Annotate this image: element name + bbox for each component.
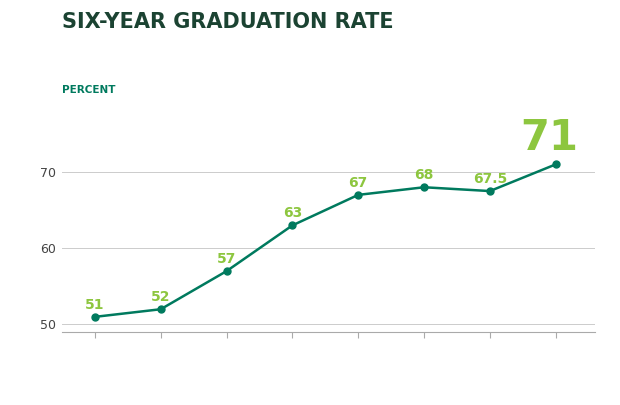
Text: 52: 52 [151,290,171,304]
Text: 67: 67 [348,175,368,190]
Text: 63: 63 [283,206,302,220]
Text: SIX-YEAR GRADUATION RATE: SIX-YEAR GRADUATION RATE [62,12,394,32]
Text: 68: 68 [414,168,434,182]
Text: 57: 57 [217,252,236,266]
Text: 51: 51 [85,298,105,311]
Text: 71: 71 [520,117,578,159]
Text: PERCENT: PERCENT [62,85,115,95]
Text: 67.5: 67.5 [473,172,507,186]
